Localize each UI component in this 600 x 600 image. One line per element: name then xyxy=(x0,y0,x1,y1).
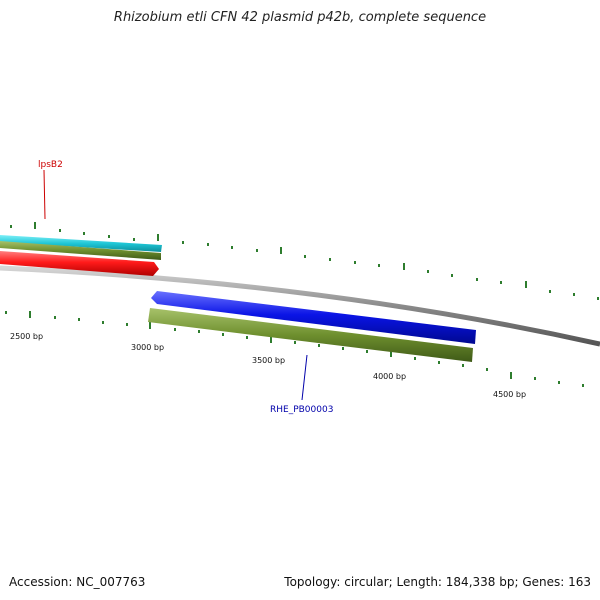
rhe-pb00003-leader-line xyxy=(301,354,308,401)
tick-mark xyxy=(390,350,392,357)
tick-mark xyxy=(451,274,453,277)
tick-mark xyxy=(83,232,85,235)
tick-label-4000: 4000 bp xyxy=(373,372,406,381)
outer-tick-row xyxy=(10,222,599,300)
tick-mark xyxy=(582,384,584,387)
inner-tick-row xyxy=(5,311,584,387)
tick-mark xyxy=(342,347,344,350)
gene-lpsB2-arrow[interactable] xyxy=(0,251,159,276)
tick-mark xyxy=(133,238,135,241)
tick-mark xyxy=(59,229,61,232)
tick-mark xyxy=(476,278,478,281)
tick-mark xyxy=(573,293,575,296)
tick-mark xyxy=(597,297,599,300)
tick-mark xyxy=(10,225,12,228)
accession-label: Accession: NC_007763 xyxy=(9,575,146,589)
tick-mark xyxy=(318,344,320,347)
tick-mark xyxy=(294,341,296,344)
tick-mark xyxy=(54,316,56,319)
tick-mark xyxy=(102,321,104,324)
tick-mark xyxy=(558,381,560,384)
tick-mark xyxy=(207,243,209,246)
tick-mark xyxy=(182,241,184,244)
tick-mark xyxy=(549,290,551,293)
sequence-summary: Topology: circular; Length: 184,338 bp; … xyxy=(284,575,591,589)
tick-mark xyxy=(5,311,7,314)
sequence-backbone xyxy=(0,265,600,347)
tick-mark xyxy=(525,281,527,288)
gene-cyan-feature[interactable] xyxy=(0,235,162,252)
tick-mark xyxy=(108,235,110,238)
tick-mark xyxy=(329,258,331,261)
tick-mark xyxy=(486,368,488,371)
tick-mark xyxy=(280,247,282,254)
tick-mark xyxy=(510,372,512,379)
tick-mark xyxy=(29,311,31,318)
lpsB2-leader-line xyxy=(43,169,46,220)
gene-rhe-pb00003-arrow[interactable] xyxy=(151,291,476,344)
tick-mark xyxy=(378,264,380,267)
tick-mark xyxy=(157,234,159,241)
tick-mark xyxy=(366,350,368,353)
tick-mark xyxy=(414,357,416,360)
tick-mark xyxy=(78,318,80,321)
tick-mark xyxy=(534,377,536,380)
tick-mark xyxy=(462,364,464,367)
tick-label-2500: 2500 bp xyxy=(10,332,43,341)
tick-mark xyxy=(126,323,128,326)
tick-mark xyxy=(304,255,306,258)
tick-mark xyxy=(174,328,176,331)
gene-green-feature-upper[interactable] xyxy=(0,241,161,260)
gene-green-feature-lower[interactable] xyxy=(148,308,473,362)
tick-mark xyxy=(246,336,248,339)
tick-mark xyxy=(222,333,224,336)
tick-mark xyxy=(354,261,356,264)
gene-label-rhe-pb00003[interactable]: RHE_PB00003 xyxy=(270,405,333,415)
tick-labels: 2500 bp 3000 bp 3500 bp 4000 bp 4500 bp xyxy=(10,332,526,399)
tick-mark xyxy=(34,222,36,229)
map-title: Rhizobium etli CFN 42 plasmid p42b, comp… xyxy=(113,10,487,25)
tick-label-3500: 3500 bp xyxy=(252,356,285,365)
tick-mark xyxy=(438,361,440,364)
tick-mark xyxy=(198,330,200,333)
gene-label-lpsB2[interactable]: lpsB2 xyxy=(38,160,63,170)
tick-label-4500: 4500 bp xyxy=(493,390,526,399)
tick-mark xyxy=(403,263,405,270)
tick-mark xyxy=(500,281,502,284)
tick-mark xyxy=(256,249,258,252)
tick-mark xyxy=(149,322,151,329)
tick-mark xyxy=(427,270,429,273)
tick-label-3000: 3000 bp xyxy=(131,343,164,352)
tick-mark xyxy=(270,336,272,343)
tick-mark xyxy=(231,246,233,249)
